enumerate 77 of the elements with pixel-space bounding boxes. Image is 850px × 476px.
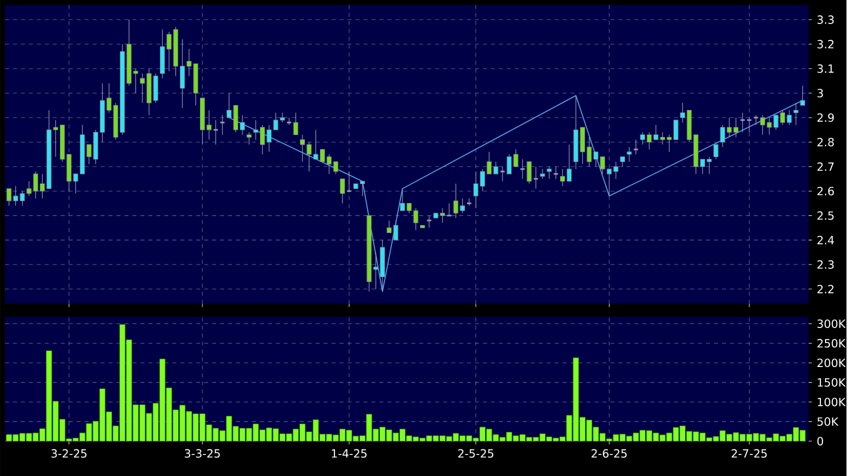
candlestick — [532, 166, 539, 189]
y-tick-label: 300K — [817, 319, 846, 328]
candlestick — [666, 134, 672, 152]
y-tick-label: 2.6 — [817, 186, 834, 196]
candlestick — [540, 168, 545, 180]
candlestick — [226, 92, 232, 118]
candlestick — [340, 178, 345, 204]
candlestick — [606, 168, 612, 196]
candlestick — [253, 120, 258, 140]
y-tick-label: 3.2 — [817, 40, 834, 48]
candlestick — [613, 161, 618, 180]
x-tick-label: 2-6-25 — [592, 449, 627, 458]
candlestick — [794, 102, 798, 126]
y-tick-label: 250K — [817, 339, 846, 348]
candlestick — [240, 114, 245, 136]
candlestick — [212, 120, 219, 145]
candlestick — [546, 166, 552, 180]
y-tick-label: 2.8 — [817, 138, 834, 146]
candlestick — [760, 114, 766, 136]
y-tick-label: 0 — [817, 436, 824, 446]
x-tick-label: 3-3-25 — [184, 449, 220, 458]
candlestick — [493, 161, 498, 174]
candlestick — [446, 202, 452, 216]
y-tick-label: 50K — [818, 417, 839, 426]
candlestick — [180, 38, 185, 108]
candlestick — [346, 171, 352, 192]
candlestick — [552, 166, 559, 180]
y-tick-label: 3.1 — [817, 64, 834, 73]
candlestick — [513, 149, 518, 167]
candlestick — [506, 154, 512, 174]
x-tick-label: 1-4-25 — [332, 449, 367, 458]
candlestick — [386, 220, 392, 234]
x-tick-label: 3-2-25 — [51, 449, 86, 458]
candlestick — [293, 112, 298, 136]
y-tick-label: 2.9 — [817, 113, 834, 122]
y-tick-label: 2.3 — [817, 260, 834, 269]
y-tick-label: 2.5 — [817, 211, 834, 220]
candlestick — [646, 132, 652, 150]
candlestick — [714, 144, 718, 160]
candlestick — [413, 208, 418, 231]
candlestick — [746, 117, 752, 133]
candlestick — [520, 158, 526, 180]
candlestick — [800, 85, 806, 106]
y-tick-label: 2.2 — [817, 284, 834, 294]
candlestick — [280, 112, 285, 123]
candlestick — [706, 156, 712, 174]
candlestick — [186, 48, 192, 76]
candlestick — [273, 112, 278, 130]
candlestick — [393, 220, 398, 240]
candlestick — [720, 124, 725, 148]
candlestick — [526, 161, 532, 184]
candlestick — [219, 114, 226, 136]
y-tick-label: 100K — [818, 398, 846, 406]
x-tick-label: 2-7-25 — [732, 449, 767, 458]
candlestick — [246, 132, 252, 145]
candlestick — [726, 117, 732, 138]
candlestick — [734, 117, 738, 138]
candlestick — [680, 102, 685, 123]
y-tick-label: 150K — [818, 378, 846, 387]
candlestick — [360, 180, 365, 196]
y-tick-label: 3.3 — [817, 15, 834, 24]
candlestick — [333, 161, 338, 174]
candlestick — [620, 156, 625, 167]
candlestick — [674, 120, 678, 140]
y-tick-label: 3 — [817, 88, 823, 98]
y-tick-label: 2.7 — [817, 162, 834, 171]
y-tick-label: 2.4 — [817, 236, 834, 244]
candlestick — [626, 146, 632, 162]
candlestick — [500, 166, 506, 182]
y-tick-label: 200K — [817, 358, 846, 368]
candlestick — [426, 215, 432, 228]
candlestick — [313, 130, 318, 160]
candlestick — [586, 136, 592, 167]
candlestick — [766, 117, 772, 136]
candlestick — [786, 110, 792, 126]
candlestick — [640, 132, 645, 145]
x-tick-label: 2-5-25 — [458, 449, 494, 458]
